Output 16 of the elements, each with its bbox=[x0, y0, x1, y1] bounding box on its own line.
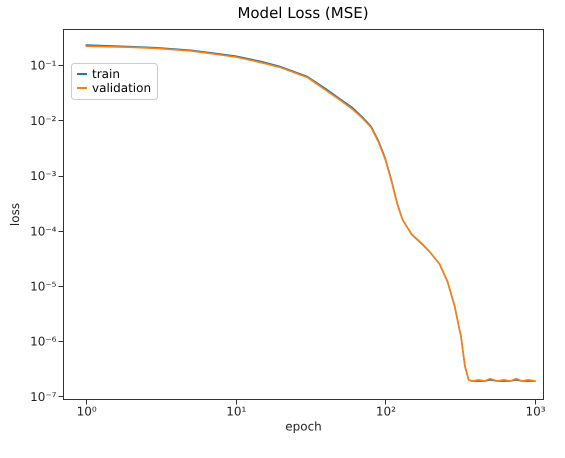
y-tick-label: 10⁻⁶ bbox=[30, 334, 57, 349]
y-tick-label: 10⁻⁵ bbox=[30, 280, 57, 294]
x-tick-label: 10³ bbox=[526, 404, 546, 418]
x-axis-title: epoch bbox=[285, 420, 322, 434]
y-tick-label: 10⁻³ bbox=[30, 169, 57, 184]
y-axis-title: loss bbox=[8, 202, 22, 226]
y-tick-label: 10⁻² bbox=[30, 114, 57, 128]
x-tick-label: 10⁰ bbox=[76, 404, 97, 418]
chart-title: Model Loss (MSE) bbox=[237, 4, 369, 22]
legend-label: train bbox=[92, 67, 120, 81]
y-tick-label: 10⁻⁷ bbox=[30, 390, 57, 404]
x-tick-label: 10² bbox=[376, 404, 396, 418]
legend-label: validation bbox=[92, 81, 152, 95]
x-tick-label: 10¹ bbox=[226, 404, 247, 418]
y-tick-label: 10⁻¹ bbox=[30, 58, 57, 73]
y-tick-label: 10⁻⁴ bbox=[30, 224, 57, 238]
